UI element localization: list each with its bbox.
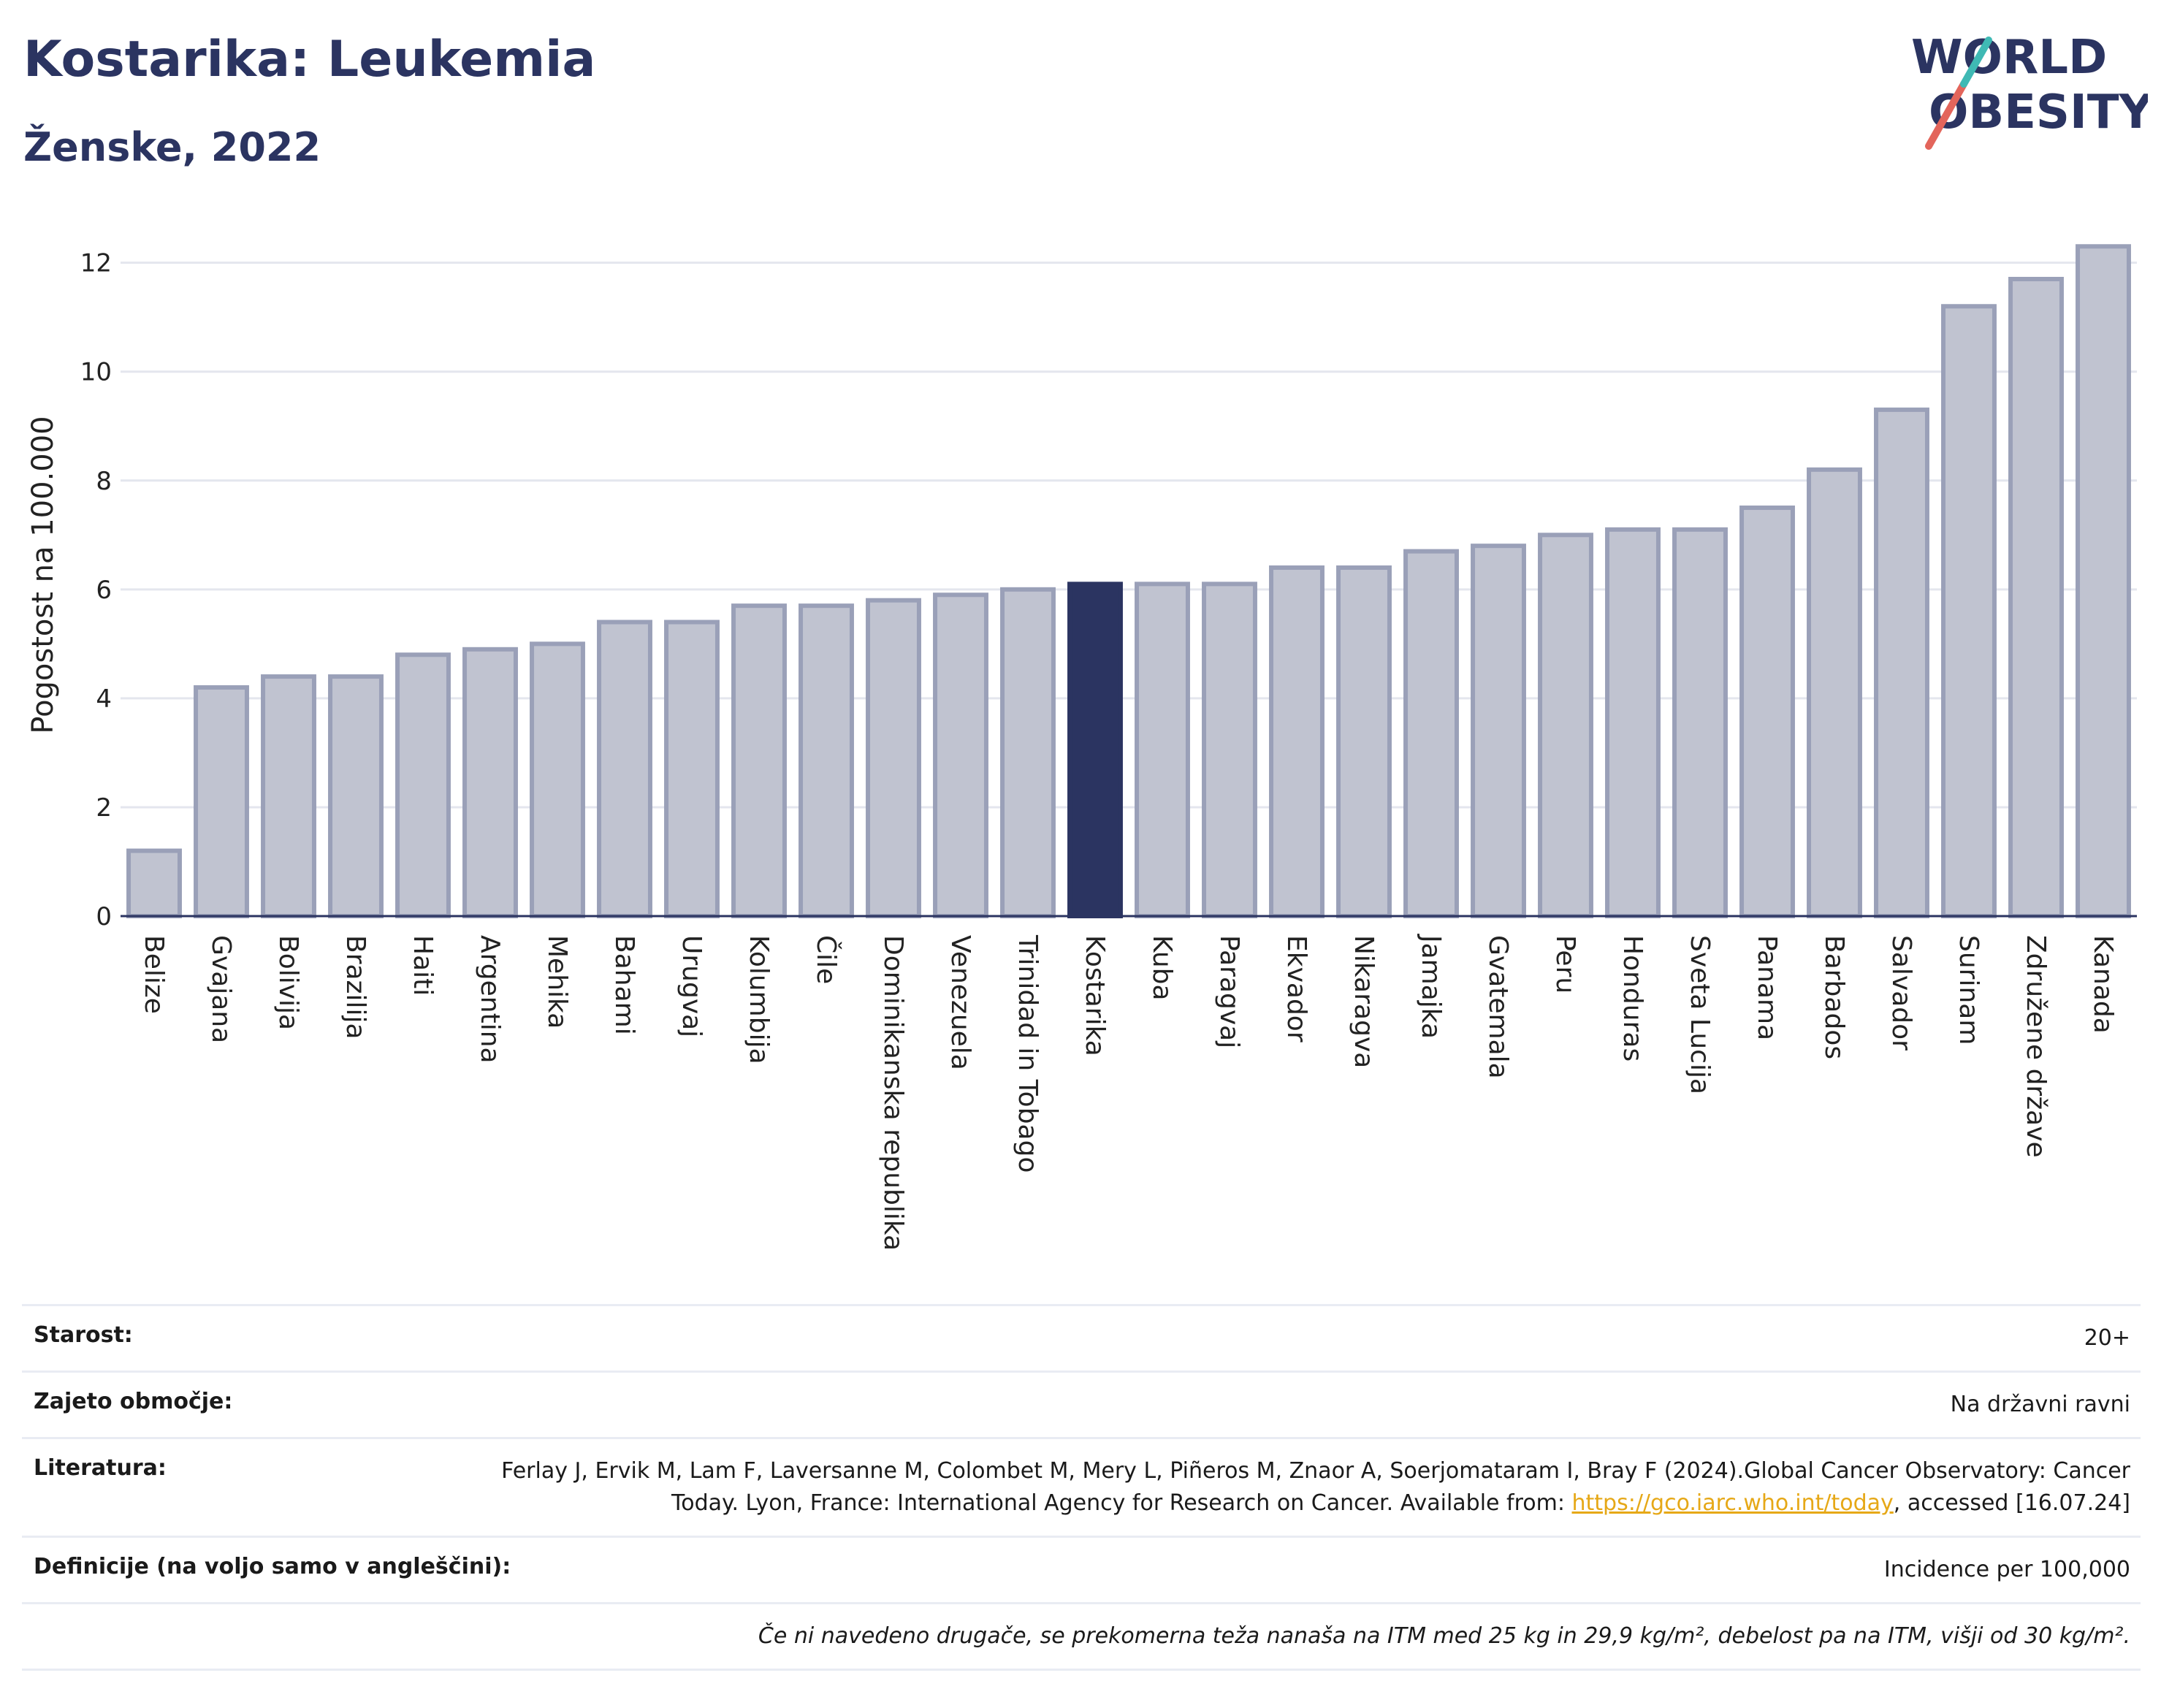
x-tick-label-sveta-lucija: Sveta Lucija	[1685, 935, 1715, 1094]
meta-row-coverage: Zajeto območje: Na državni ravni	[22, 1370, 2141, 1437]
reference-label: Literatura:	[34, 1455, 167, 1481]
meta-row-definitions: Definicije (na voljo samo v angleščini):…	[22, 1536, 2141, 1602]
age-label: Starost:	[34, 1322, 133, 1348]
age-value: 20+	[2084, 1325, 2130, 1351]
bar-trinidad-in-tobago	[1000, 587, 1056, 918]
bar-gvatemala	[1471, 544, 1526, 918]
x-tick-label-bahami: Bahami	[609, 935, 639, 1035]
x-tick-label-salvador: Salvador	[1886, 935, 1916, 1051]
y-axis-label: Pogostost na 100.000	[26, 416, 60, 733]
bar-brazilija	[328, 674, 384, 918]
y-tick-label-12: 12	[80, 249, 112, 278]
logo-slash-red	[1925, 80, 1967, 150]
bar-gvajana	[194, 685, 249, 918]
x-tick-label-ekvador: Ekvador	[1281, 935, 1311, 1042]
x-tick-label-trinidad-in-tobago: Trinidad in Tobago	[1013, 934, 1043, 1173]
bar-panama	[1739, 506, 1795, 918]
bar-urugvaj	[664, 619, 720, 918]
x-tick-label-panama: Panama	[1752, 935, 1782, 1040]
meta-row-note: Če ni navedeno drugače, se prekomerna te…	[22, 1602, 2141, 1671]
bar-sveta-lucija	[1672, 527, 1728, 918]
x-tick-label-paragvaj: Paragvaj	[1214, 935, 1244, 1048]
logo-line2: OBESITY	[1929, 85, 2148, 140]
reference-value: Ferlay J, Ervik M, Lam F, Laversanne M, …	[450, 1455, 2130, 1520]
x-tick-label-bolivija: Bolivija	[273, 935, 303, 1030]
x-tick-label-honduras: Honduras	[1617, 935, 1647, 1061]
coverage-label: Zajeto območje:	[34, 1389, 233, 1414]
x-tick-label-gvajana: Gvajana	[206, 935, 236, 1043]
bar-kolumbija	[731, 603, 787, 918]
bar-nikaragva	[1336, 565, 1392, 918]
x-tick-label-peru: Peru	[1550, 935, 1580, 994]
x-tick-label-argentina: Argentina	[475, 935, 505, 1064]
bar-bahami	[597, 619, 652, 918]
bar-chart: 0 2 4 6 8 10 12 Pogostost na 100.000 Belize Gvaja…	[26, 244, 2137, 1251]
bar-združene-države	[2008, 276, 2064, 918]
x-tick-label-nikaragva: Nikaragva	[1349, 935, 1379, 1068]
x-tick-label-dominikanska-republika: Dominikanska republika	[878, 935, 908, 1251]
reference-link[interactable]: https://gco.iarc.who.int/today	[1571, 1490, 1894, 1516]
x-tick-label-kolumbija: Kolumbija	[744, 935, 774, 1064]
y-tick-label-8: 8	[96, 467, 112, 496]
x-tick-label-belize: Belize	[139, 935, 169, 1014]
bar-čile	[799, 603, 854, 918]
page-title: Kostarika: Leukemia	[23, 31, 596, 88]
bar-salvador	[1874, 407, 1929, 918]
bar-peru	[1538, 533, 1593, 918]
x-tick-label-čile: Čile	[811, 935, 842, 984]
bar-mehika	[530, 641, 585, 918]
x-tick-label-brazilija: Brazilija	[340, 935, 370, 1040]
y-tick-label-10: 10	[80, 358, 112, 387]
x-tick-label-združene-države: Združene države	[2021, 935, 2051, 1158]
bar-kuba	[1135, 582, 1190, 918]
bar-belize	[126, 848, 182, 918]
y-tick-label-2: 2	[96, 793, 112, 823]
bar-venezuela	[933, 592, 988, 918]
bar-paragvaj	[1202, 582, 1257, 918]
overweight-note: Če ni navedeno drugače, se prekomerna te…	[758, 1623, 2130, 1649]
bar-jamajka	[1403, 549, 1459, 918]
bar-honduras	[1605, 527, 1661, 918]
bar-kanada	[2076, 244, 2131, 918]
y-tick-label-4: 4	[96, 685, 112, 714]
bar-kostarika	[1067, 582, 1123, 918]
x-tick-label-venezuela: Venezuela	[945, 935, 975, 1070]
x-tick-label-mehika: Mehika	[542, 935, 572, 1029]
x-tick-label-surinam: Surinam	[1954, 935, 1983, 1045]
x-tick-label-barbados: Barbados	[1819, 935, 1849, 1059]
world-obesity-logo: WORLD OBESITY	[1911, 31, 2148, 150]
bar-bolivija	[261, 674, 316, 918]
metadata-table: Starost: 20+ Zajeto območje: Na državni …	[22, 1304, 2141, 1671]
meta-row-reference: Literatura: Ferlay J, Ervik M, Lam F, La…	[22, 1437, 2141, 1536]
definitions-value: Incidence per 100,000	[1883, 1557, 2130, 1582]
x-tick-label-urugvaj: Urugvaj	[676, 935, 706, 1037]
bar-surinam	[1941, 304, 1997, 918]
logo-slash-teal	[1960, 37, 1992, 88]
y-tick-label-0: 0	[96, 902, 112, 931]
bar-argentina	[462, 647, 518, 918]
x-tick-label-kanada: Kanada	[2088, 935, 2118, 1034]
bar-haiti	[395, 652, 451, 918]
meta-row-age: Starost: 20+	[22, 1304, 2141, 1370]
page-subtitle: Ženske, 2022	[23, 124, 321, 170]
definitions-label: Definicije (na voljo samo v angleščini):	[34, 1554, 511, 1579]
x-tick-label-jamajka: Jamajka	[1416, 934, 1446, 1039]
x-tick-label-kostarika: Kostarika	[1080, 935, 1110, 1056]
coverage-value: Na državni ravni	[1950, 1392, 2130, 1417]
reference-text: Ferlay J, Ervik M, Lam F, Laversanne M, …	[501, 1458, 2130, 1516]
bar-dominikanska-republika	[866, 598, 921, 918]
logo-line1: WORLD	[1911, 31, 2107, 85]
x-tick-label-gvatemala: Gvatemala	[1483, 935, 1513, 1079]
bar-barbados	[1807, 467, 1862, 918]
x-tick-label-kuba: Kuba	[1147, 935, 1177, 1001]
x-tick-label-haiti: Haiti	[408, 935, 438, 996]
bar-ekvador	[1269, 565, 1325, 918]
y-tick-label-6: 6	[96, 576, 112, 605]
reference-accessed: , accessed [16.07.24]	[1893, 1490, 2130, 1516]
